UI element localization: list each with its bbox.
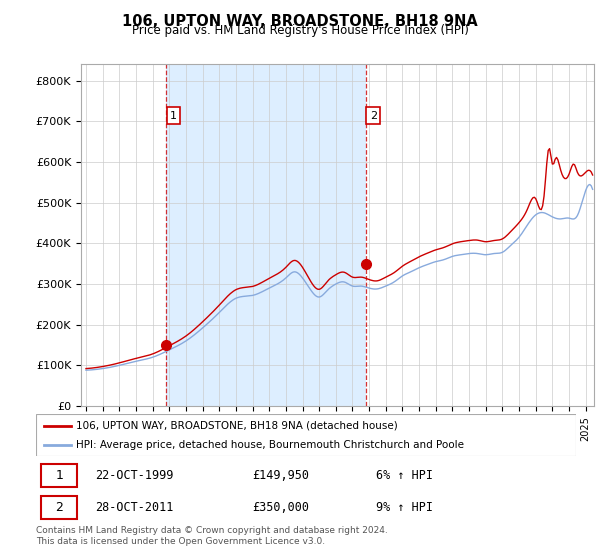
Text: 28-OCT-2011: 28-OCT-2011 bbox=[95, 501, 174, 514]
FancyBboxPatch shape bbox=[41, 464, 77, 487]
Text: 9% ↑ HPI: 9% ↑ HPI bbox=[376, 501, 433, 514]
Text: 1: 1 bbox=[55, 469, 63, 482]
Text: HPI: Average price, detached house, Bournemouth Christchurch and Poole: HPI: Average price, detached house, Bour… bbox=[77, 440, 464, 450]
Text: £149,950: £149,950 bbox=[252, 469, 309, 482]
Text: £350,000: £350,000 bbox=[252, 501, 309, 514]
Text: 106, UPTON WAY, BROADSTONE, BH18 9NA: 106, UPTON WAY, BROADSTONE, BH18 9NA bbox=[122, 14, 478, 29]
Text: 2: 2 bbox=[370, 111, 377, 120]
Text: 1: 1 bbox=[170, 111, 177, 120]
Text: 2: 2 bbox=[55, 501, 63, 514]
Text: 6% ↑ HPI: 6% ↑ HPI bbox=[376, 469, 433, 482]
Text: 106, UPTON WAY, BROADSTONE, BH18 9NA (detached house): 106, UPTON WAY, BROADSTONE, BH18 9NA (de… bbox=[77, 421, 398, 431]
FancyBboxPatch shape bbox=[41, 496, 77, 519]
Text: Contains HM Land Registry data © Crown copyright and database right 2024.
This d: Contains HM Land Registry data © Crown c… bbox=[36, 526, 388, 546]
Text: 22-OCT-1999: 22-OCT-1999 bbox=[95, 469, 174, 482]
Text: Price paid vs. HM Land Registry's House Price Index (HPI): Price paid vs. HM Land Registry's House … bbox=[131, 24, 469, 37]
FancyBboxPatch shape bbox=[36, 414, 576, 456]
Bar bbox=[166, 64, 366, 406]
